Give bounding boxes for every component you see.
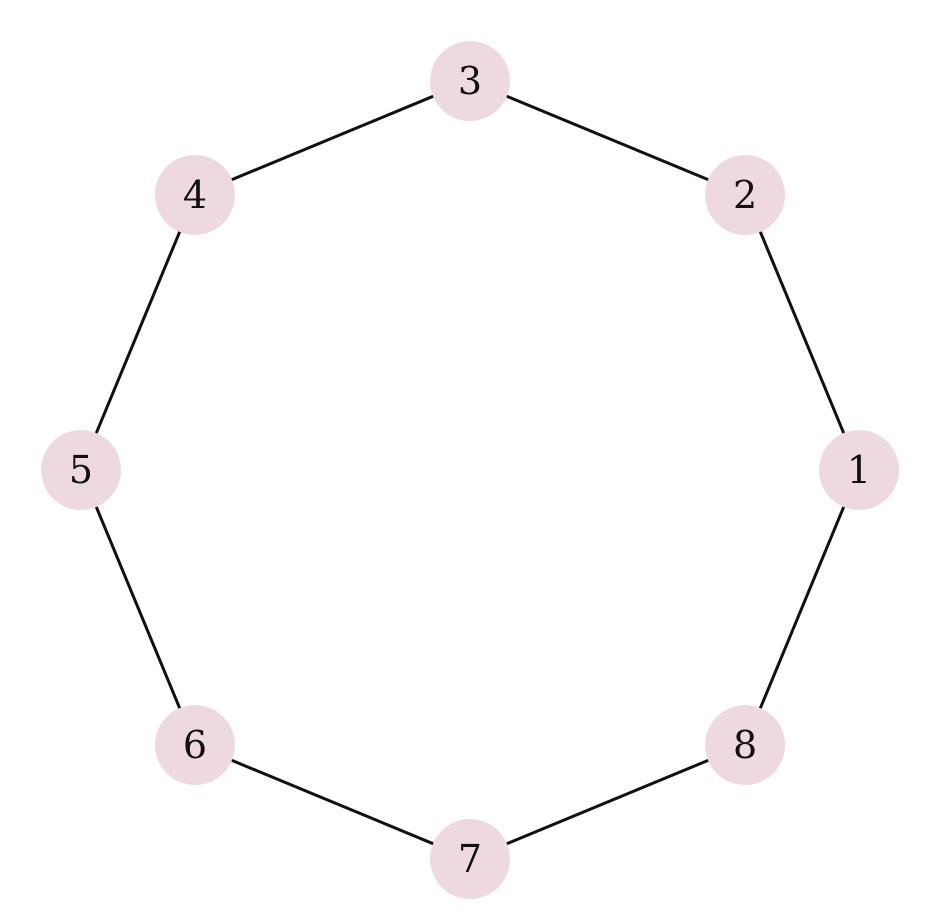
edges-layer <box>94 94 846 846</box>
nodes-layer: 1 2 3 4 5 6 7 8 <box>41 41 899 899</box>
node-label: 8 <box>733 723 757 767</box>
node-circle <box>819 430 899 510</box>
node-label: 4 <box>183 173 207 217</box>
edge-8-1 <box>758 505 846 710</box>
node-label: 1 <box>847 448 871 492</box>
node-6: 6 <box>154 705 235 786</box>
edge-3-4 <box>230 94 435 182</box>
node-7: 7 <box>430 819 510 899</box>
node-circle <box>41 430 121 510</box>
node-5: 5 <box>41 430 121 510</box>
node-label: 3 <box>458 59 482 103</box>
node-label: 2 <box>733 173 757 217</box>
node-circle <box>705 154 786 235</box>
node-circle <box>154 154 235 235</box>
edge-5-6 <box>94 505 182 710</box>
node-1: 1 <box>819 430 899 510</box>
edge-2-3 <box>505 94 710 182</box>
node-2: 2 <box>705 154 786 235</box>
node-label: 6 <box>183 723 207 767</box>
edge-6-7 <box>230 758 435 846</box>
node-8: 8 <box>705 705 786 786</box>
node-4: 4 <box>154 154 235 235</box>
edge-4-5 <box>94 230 182 435</box>
node-label: 7 <box>458 837 482 881</box>
node-circle <box>430 819 510 899</box>
node-circle <box>430 41 510 121</box>
edge-1-2 <box>758 230 846 435</box>
node-circle <box>154 705 235 786</box>
node-label: 5 <box>69 448 93 492</box>
node-3: 3 <box>430 41 510 121</box>
edge-7-8 <box>505 758 710 846</box>
node-circle <box>705 705 786 786</box>
